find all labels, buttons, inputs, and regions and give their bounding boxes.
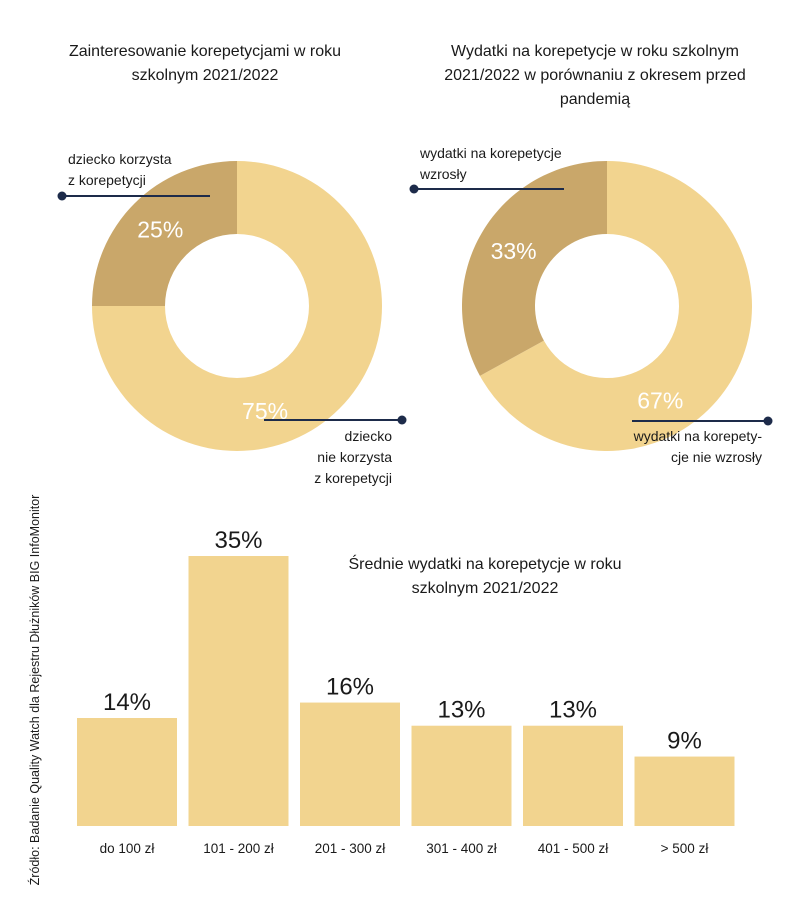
donut2-slice-light: [479, 161, 752, 451]
donut2: 33% 67%: [461, 161, 752, 451]
leader-lines: [57, 184, 773, 426]
donut1-light-label-line3: z korepetycji: [314, 470, 392, 486]
donut2-dark-leader-dot: [409, 184, 419, 194]
donut1-dark-label-line1: dziecko korzysta: [68, 151, 172, 167]
donut2-title-line2: 2021/2022 w porównaniu z okresem przed: [444, 67, 746, 84]
bar-4-category-label: 401 - 500 zł: [538, 841, 609, 856]
donut1-light-leader-dot: [397, 415, 407, 425]
donut1-slice-light: [92, 161, 382, 451]
bar-5: [634, 756, 735, 826]
donut2-light-label: wydatki na korepety- cje nie wzrosły: [590, 426, 762, 468]
donut2-light-label-line1: wydatki na korepety-: [633, 428, 762, 444]
donut2-title: Wydatki na korepetycje w roku szkolnym 2…: [410, 40, 780, 112]
donut1-light-label-line1: dziecko: [344, 428, 392, 444]
donut2-light-label-line2: cje nie wzrosły: [670, 449, 762, 465]
donut-charts: 25%75% 33% 67%: [57, 161, 773, 451]
bar-1-value-label: 35%: [214, 527, 262, 554]
donut2-title-line1: Wydatki na korepetycje w roku szkolnym: [451, 43, 739, 60]
bar-4: [523, 725, 623, 826]
donut1-dark-label: dziecko korzysta z korepetycji: [68, 149, 171, 191]
bar-chart-title: Średnie wydatki na korepetycje w roku sz…: [300, 553, 670, 601]
donut2-dark-label: wydatki na korepetycje wzrosły: [420, 143, 562, 185]
source-text: Źródło: Badanie Quality Watch dla Rejest…: [28, 494, 42, 886]
donut1-dark-leader-dot: [57, 191, 67, 201]
bar-0-category-label: do 100 zł: [100, 841, 155, 856]
bar-5-category-label: > 500 zł: [661, 841, 709, 856]
bar-0: [77, 718, 177, 826]
bar-2-category-label: 201 - 300 zł: [315, 841, 386, 856]
donut1-light-label: dziecko nie korzysta z korepetycji: [250, 426, 392, 489]
donut2-light-value-label: 67%: [637, 388, 683, 414]
donut2-dark-value-label: 33%: [491, 238, 537, 264]
donut1-dark-label-line2: z korepetycji: [68, 172, 146, 188]
bar-5-value-label: 9%: [667, 728, 702, 755]
bar-2-value-label: 16%: [326, 674, 374, 701]
donut1-light-label-line2: nie korzysta: [317, 449, 392, 465]
donut2-dark-label-line2: wzrosły: [420, 166, 467, 182]
donut1: 25%75%: [92, 161, 382, 451]
bar-chart-title-line2: szkolnym 2021/2022: [411, 580, 559, 597]
bar-3-value-label: 13%: [437, 697, 485, 724]
donut1-dark-value-label: 25%: [137, 216, 183, 242]
bar-4-value-label: 13%: [549, 697, 597, 724]
bar-1: [188, 556, 289, 826]
donut1-slice-dark: [92, 161, 237, 306]
donut1-title-line2: szkolnym 2021/2022: [131, 67, 279, 84]
bar-1-category-label: 101 - 200 zł: [203, 841, 274, 856]
bar-3-category-label: 301 - 400 zł: [426, 841, 497, 856]
bar-2: [300, 702, 400, 826]
donut1-title-line1: Zainteresowanie korepetycjami w roku: [68, 43, 342, 60]
bar-0-value-label: 14%: [103, 689, 151, 716]
donut2-title-line3: pandemią: [559, 91, 631, 108]
donut2-slice-dark: [461, 161, 607, 376]
donut1-title: Zainteresowanie korepetycjami w roku szk…: [30, 40, 380, 88]
donut2-dark-label-line1: wydatki na korepetycje: [420, 145, 562, 161]
bar-3: [411, 725, 512, 826]
donut2-light-leader-dot: [763, 416, 773, 426]
bar-chart-title-line1: Średnie wydatki na korepetycje w roku: [348, 556, 622, 573]
